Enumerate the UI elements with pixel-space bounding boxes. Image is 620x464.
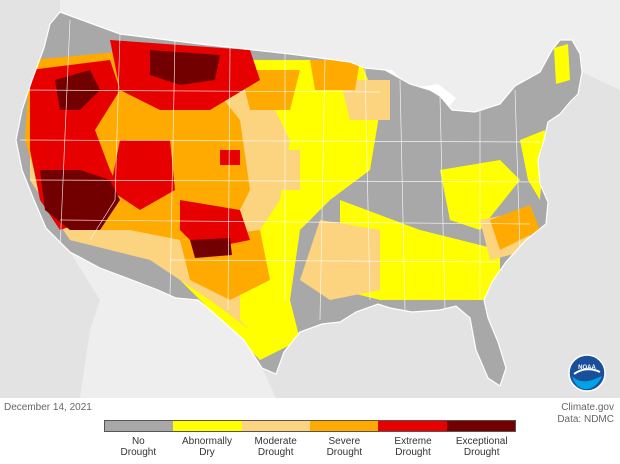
legend-label-line2: Dry [199, 447, 215, 458]
legend-label-moderate-drought: Moderate Drought [241, 436, 310, 458]
credit-source: Climate.gov [561, 402, 614, 413]
map-date: December 14, 2021 [4, 402, 92, 413]
legend-labels: No Drought Abnormally Dry Moderate Droug… [104, 436, 516, 458]
legend: No Drought Abnormally Dry Moderate Droug… [104, 420, 516, 458]
legend-label-line1: Abnormally [181, 436, 233, 447]
noaa-logo-text: NOAA [578, 365, 596, 371]
legend-swatch-moderate-drought [241, 421, 310, 431]
legend-label-line2: Drought [326, 447, 363, 458]
conus-outline [15, 11, 583, 387]
legend-label-line1: Exceptional [455, 436, 508, 447]
legend-label-line2: Drought [395, 447, 431, 458]
legend-label-line2: Drought [120, 447, 157, 458]
legend-swatch-exceptional-drought [446, 421, 515, 431]
legend-label-no-drought: No Drought [104, 436, 173, 458]
legend-label-extreme-drought: Extreme Drought [379, 436, 448, 458]
mexico-land [70, 252, 276, 398]
legend-label-line2: Drought [257, 447, 294, 458]
drought-map-svg [15, 0, 620, 398]
legend-swatch-abnormally-dry [173, 421, 242, 431]
noaa-logo: NOAA [568, 354, 606, 392]
legend-label-abnormally-dry: Abnormally Dry [173, 436, 242, 458]
canada-land [60, 0, 620, 112]
legend-label-line1: Moderate [254, 436, 297, 447]
legend-label-line1: Extreme [394, 436, 432, 447]
legend-color-bar [104, 420, 516, 432]
state-borders [19, 19, 541, 321]
legend-swatch-no-drought [105, 421, 174, 431]
legend-swatch-extreme-drought [378, 421, 447, 431]
credit-data: Data: NDMC [557, 414, 614, 425]
legend-label-exceptional-drought: Exceptional Drought [447, 436, 516, 458]
drought-map [0, 0, 620, 398]
legend-label-severe-drought: Severe Drought [310, 436, 379, 458]
legend-swatch-severe-drought [309, 421, 379, 431]
legend-label-line1: Severe [328, 436, 361, 447]
legend-label-line2: Drought [463, 447, 500, 458]
map-credit: Climate.gov Data: NDMC [557, 402, 614, 426]
legend-label-line1: No [131, 436, 145, 447]
